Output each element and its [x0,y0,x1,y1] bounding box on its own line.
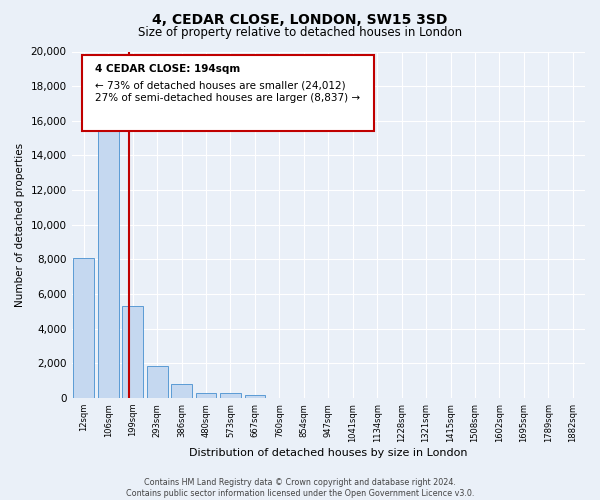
Text: Size of property relative to detached houses in London: Size of property relative to detached ho… [138,26,462,39]
FancyBboxPatch shape [82,55,374,131]
Bar [245,396,265,398]
Text: Contains HM Land Registry data © Crown copyright and database right 2024.
Contai: Contains HM Land Registry data © Crown c… [126,478,474,498]
Bar [98,112,119,398]
X-axis label: Distribution of detached houses by size in London: Distribution of detached houses by size … [189,448,467,458]
Text: 4, CEDAR CLOSE, LONDON, SW15 3SD: 4, CEDAR CLOSE, LONDON, SW15 3SD [152,12,448,26]
Bar [122,306,143,398]
Bar [220,394,241,398]
Bar [73,258,94,398]
Bar [196,393,217,398]
Y-axis label: Number of detached properties: Number of detached properties [15,142,25,307]
Text: ← 73% of detached houses are smaller (24,012)
27% of semi-detached houses are la: ← 73% of detached houses are smaller (24… [95,81,360,102]
Bar [147,366,167,398]
Text: 4 CEDAR CLOSE: 194sqm: 4 CEDAR CLOSE: 194sqm [95,64,240,74]
Bar [171,384,192,398]
